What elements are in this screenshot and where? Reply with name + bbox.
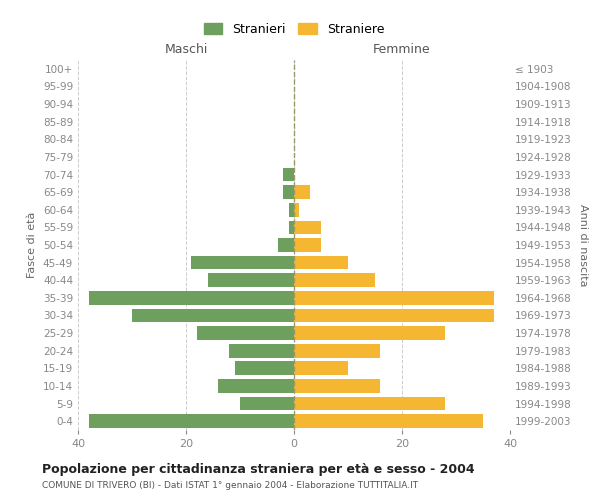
Bar xyxy=(283,186,294,199)
Bar xyxy=(132,308,294,322)
Bar xyxy=(283,168,294,181)
Bar xyxy=(289,220,294,234)
Bar xyxy=(89,414,294,428)
Bar xyxy=(197,326,294,340)
Bar xyxy=(294,256,348,270)
Bar xyxy=(208,274,294,287)
Bar xyxy=(294,344,380,358)
Bar xyxy=(191,256,294,270)
Bar xyxy=(294,291,494,304)
Bar xyxy=(235,362,294,375)
Bar xyxy=(240,396,294,410)
Bar xyxy=(294,203,299,216)
Bar xyxy=(218,379,294,393)
Text: Femmine: Femmine xyxy=(373,44,431,57)
Bar xyxy=(294,238,321,252)
Text: COMUNE DI TRIVERO (BI) - Dati ISTAT 1° gennaio 2004 - Elaborazione TUTTITALIA.IT: COMUNE DI TRIVERO (BI) - Dati ISTAT 1° g… xyxy=(42,481,418,490)
Bar xyxy=(294,414,483,428)
Bar xyxy=(294,220,321,234)
Bar xyxy=(294,396,445,410)
Bar xyxy=(229,344,294,358)
Bar xyxy=(278,238,294,252)
Bar xyxy=(294,362,348,375)
Bar xyxy=(289,203,294,216)
Bar xyxy=(294,379,380,393)
Bar xyxy=(294,186,310,199)
Bar xyxy=(294,274,375,287)
Text: Maschi: Maschi xyxy=(164,44,208,57)
Bar xyxy=(294,326,445,340)
Y-axis label: Anni di nascita: Anni di nascita xyxy=(578,204,588,286)
Legend: Stranieri, Straniere: Stranieri, Straniere xyxy=(199,18,389,41)
Bar xyxy=(89,291,294,304)
Text: Popolazione per cittadinanza straniera per età e sesso - 2004: Popolazione per cittadinanza straniera p… xyxy=(42,462,475,475)
Y-axis label: Fasce di età: Fasce di età xyxy=(28,212,37,278)
Bar xyxy=(294,308,494,322)
